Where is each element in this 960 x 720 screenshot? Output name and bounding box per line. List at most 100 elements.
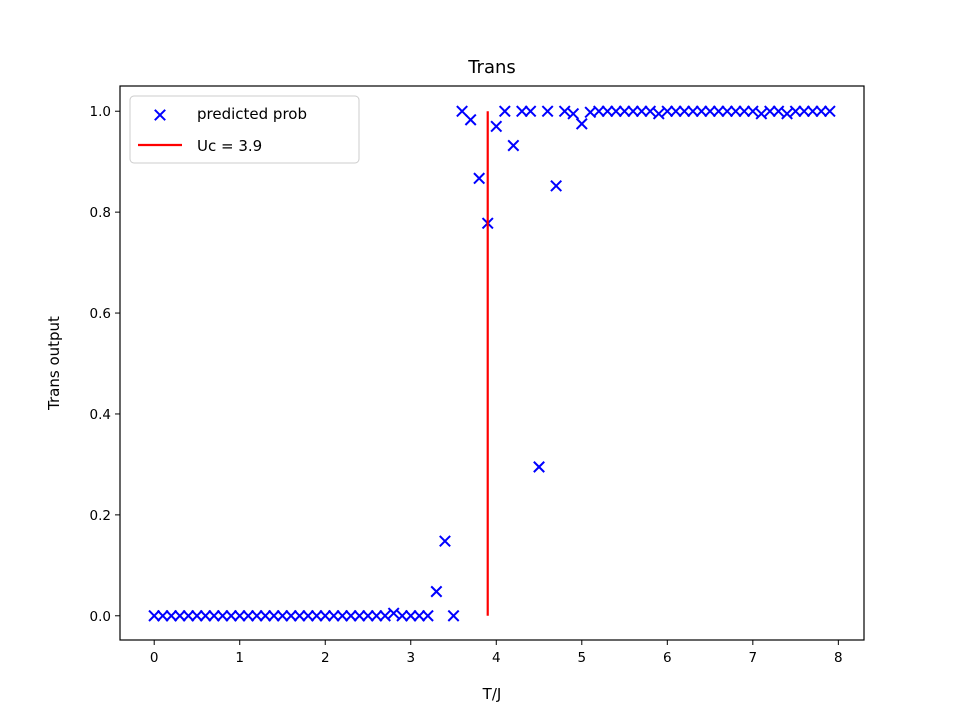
data-point <box>379 609 392 622</box>
data-point <box>712 105 725 118</box>
data-point <box>524 105 537 118</box>
plot-area <box>148 105 836 622</box>
data-point <box>413 609 426 622</box>
data-point <box>293 609 306 622</box>
data-point <box>635 105 648 118</box>
x-axis-label: T/J <box>482 685 502 703</box>
chart-title: Trans <box>467 57 516 78</box>
data-point <box>396 609 409 622</box>
data-point <box>695 105 708 118</box>
data-point <box>644 105 657 118</box>
data-point <box>798 105 811 118</box>
data-point <box>687 105 699 118</box>
data-point <box>344 609 357 622</box>
data-point <box>199 609 212 622</box>
legend-label-uc: Uc = 3.9 <box>197 137 262 155</box>
data-point <box>558 105 571 118</box>
data-point <box>738 105 751 118</box>
data-point <box>404 609 417 622</box>
legend-box <box>129 95 360 164</box>
data-point <box>610 105 622 118</box>
data-point <box>661 105 674 118</box>
data-point <box>575 117 588 130</box>
y-tick-label: 0.6 <box>90 306 111 322</box>
data-point <box>550 179 563 192</box>
x-tick-label: 3 <box>406 650 415 666</box>
data-point <box>746 105 759 118</box>
data-point <box>430 585 443 598</box>
data-point <box>601 105 614 118</box>
data-point <box>216 609 229 622</box>
x-tick-label: 5 <box>577 650 586 666</box>
data-point <box>678 105 691 118</box>
data-point <box>327 609 340 622</box>
data-point <box>268 609 280 622</box>
data-point <box>336 609 349 622</box>
data-point <box>618 105 631 118</box>
data-point <box>353 609 366 622</box>
data-point <box>362 609 374 622</box>
data-point <box>516 105 528 118</box>
data-point <box>259 609 272 622</box>
data-point <box>533 461 545 473</box>
data-point <box>789 105 802 118</box>
data-point <box>721 105 734 118</box>
data-point <box>815 105 828 118</box>
data-point <box>276 609 289 622</box>
data-point <box>208 609 220 622</box>
data-point <box>447 609 460 622</box>
x-tick-label: 1 <box>235 650 244 666</box>
x-axis: 0 1 2 3 4 5 6 7 8 <box>150 640 843 666</box>
data-point <box>250 609 263 622</box>
data-point <box>541 105 554 118</box>
data-point <box>387 607 400 620</box>
data-point <box>473 172 486 185</box>
x-tick-label: 2 <box>321 650 330 666</box>
data-point <box>652 107 665 120</box>
data-point <box>285 609 297 622</box>
x-tick-label: 7 <box>749 650 758 666</box>
x-tick-label: 8 <box>834 650 843 666</box>
data-point <box>498 105 511 118</box>
data-point <box>823 105 836 118</box>
data-point <box>225 609 238 622</box>
data-point <box>806 105 819 118</box>
data-point <box>439 535 451 548</box>
y-axis: 0.0 0.2 0.4 0.6 0.8 1.0 <box>90 104 120 625</box>
data-point <box>627 105 640 118</box>
data-point <box>772 105 785 118</box>
x-tick-label: 4 <box>492 650 501 666</box>
data-point <box>310 609 323 622</box>
data-point <box>764 105 776 118</box>
data-point <box>490 120 503 133</box>
y-axis-label: Trans output <box>45 316 63 411</box>
legend-x-marker <box>154 109 166 121</box>
legend-marker-x <box>154 109 166 121</box>
y-tick-label: 0.2 <box>90 508 111 524</box>
legend-label-predicted: predicted prob <box>197 105 307 123</box>
data-point <box>669 105 682 118</box>
data-point <box>729 105 742 118</box>
data-point <box>242 609 255 622</box>
data-point <box>165 609 178 622</box>
axes-frame <box>119 85 865 641</box>
data-point <box>755 107 768 120</box>
data-point <box>704 105 716 118</box>
data-point <box>781 107 793 120</box>
data-point <box>233 609 246 622</box>
y-tick-label: 1.0 <box>90 104 111 120</box>
data-point <box>182 609 195 622</box>
data-point <box>370 609 383 622</box>
y-tick-label: 0.8 <box>90 205 111 221</box>
x-tick-label: 0 <box>150 650 159 666</box>
data-point <box>191 609 203 622</box>
y-tick-label: 0.0 <box>90 609 111 625</box>
data-point <box>319 609 332 622</box>
data-point <box>173 609 186 622</box>
y-tick-label: 0.4 <box>90 407 111 423</box>
data-point <box>302 609 315 622</box>
data-point <box>156 609 169 622</box>
data-point <box>592 105 605 118</box>
data-point <box>464 113 477 126</box>
